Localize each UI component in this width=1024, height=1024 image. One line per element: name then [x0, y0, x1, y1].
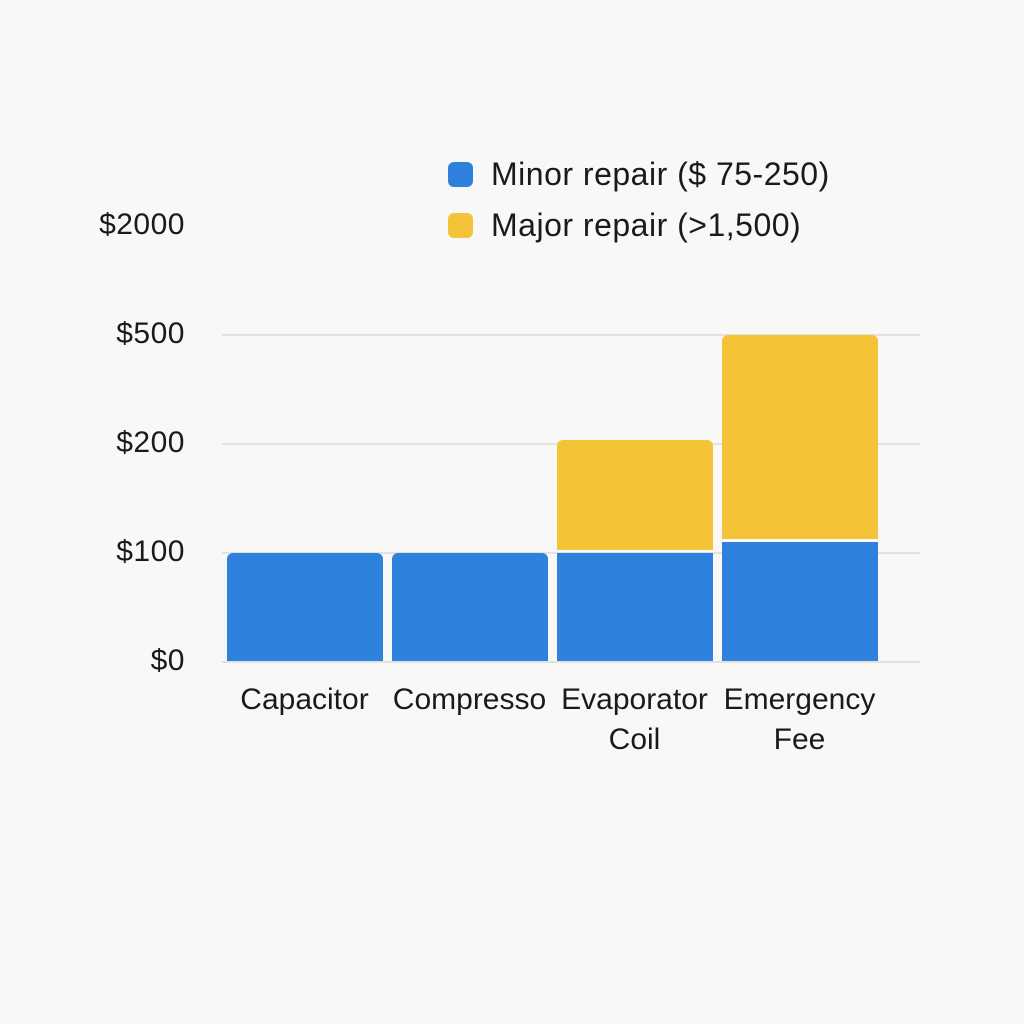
y-tick-label: $2000	[99, 208, 185, 241]
legend-label: Major repair (>1,500)	[491, 207, 802, 243]
legend-label: Minor repair ($ 75-250)	[491, 156, 830, 192]
legend: Minor repair ($ 75-250) Major repair (>1,…	[448, 156, 830, 244]
category-label: Compresso	[392, 683, 547, 716]
y-tick-label: $500	[116, 317, 185, 350]
bar-segment-major	[721, 334, 878, 540]
legend-swatch	[448, 162, 473, 187]
y-tick-label: $200	[116, 426, 185, 459]
category-label: Emergency Fee	[723, 683, 876, 756]
bar-segment-minor	[391, 553, 548, 661]
y-tick-label: $0	[150, 644, 185, 677]
y-tick-label: $100	[116, 535, 185, 568]
category-label: Capacitor	[240, 683, 369, 716]
bar-segment-minor	[226, 553, 383, 661]
legend-swatch	[448, 213, 473, 238]
bar-segment-minor	[556, 553, 713, 661]
gridline	[222, 661, 920, 663]
legend-item: Major repair (>1,500)	[448, 207, 830, 244]
bar-segment-major	[556, 440, 713, 550]
gridline	[222, 334, 920, 336]
legend-item: Minor repair ($ 75-250)	[448, 156, 830, 193]
bar-segment-minor	[721, 542, 878, 661]
category-label: Evaporator Coil	[561, 683, 708, 756]
